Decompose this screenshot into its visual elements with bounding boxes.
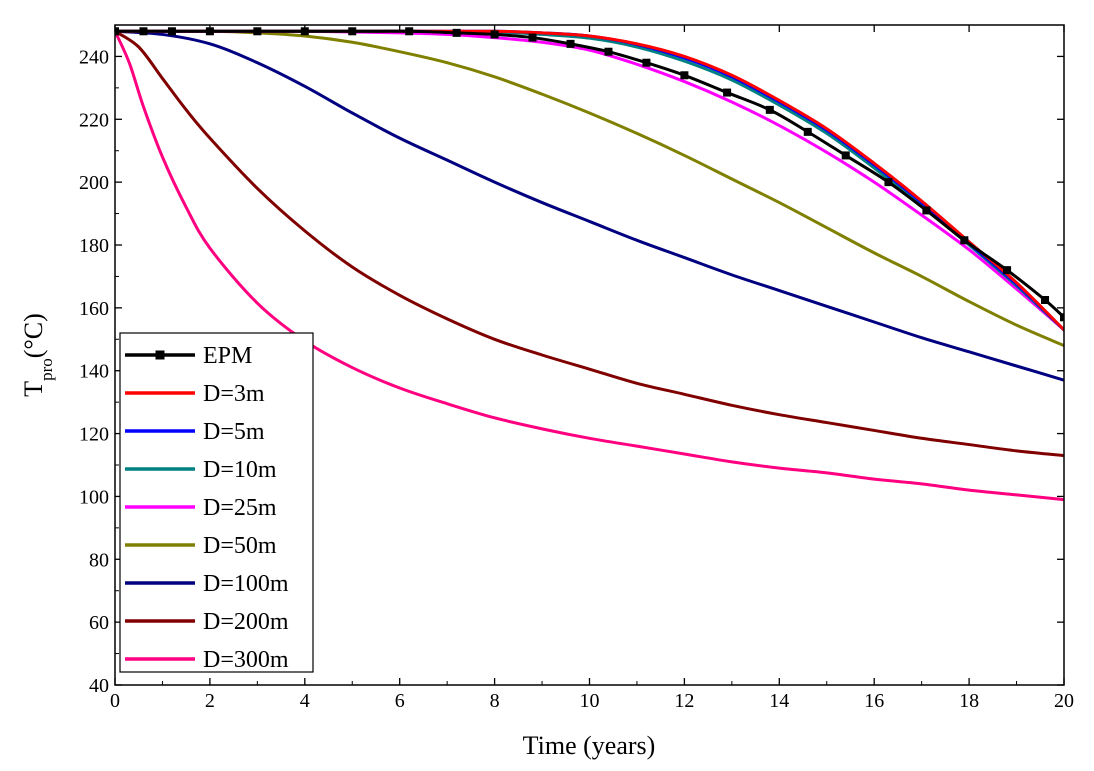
legend-label-d-300m: D=300m [203,647,289,673]
x-tick-label: 10 [580,690,600,712]
series-point-epm [803,127,812,136]
legend-box [119,332,314,673]
series-point-epm [348,27,357,36]
series-point-epm [765,105,774,114]
x-tick-label: 6 [395,690,405,712]
x-tick-label: 2 [205,690,215,712]
series-line-d-100m [115,29,1064,382]
series-point-epm [922,206,931,215]
x-tick-label: 12 [674,690,694,712]
series-line-d-300m [115,29,1064,502]
x-tick-label: 18 [959,690,979,712]
x-tick-label: 0 [110,690,120,712]
series-point-epm [1060,313,1064,322]
x-axis-title: Time (years) [523,731,656,760]
series-point-epm [642,58,651,67]
series-point-epm [723,88,732,97]
legend-label-d-25m: D=25m [203,495,277,521]
y-tick-label: 240 [79,46,109,68]
legend: EPM D=3m D=5m D=10m D=25m D=50m D=100m D=200m D=… [119,332,314,673]
y-tick-label: 100 [79,486,109,508]
y-tick-label: 180 [79,235,109,257]
series-point-epm [528,33,537,42]
series-point-epm [452,28,461,37]
x-tick-label: 16 [864,690,884,712]
axis-layer: 0 2 4 6 8 10 12 14 16 18 20 40 60 80 100 120 140 160 180 20… [79,25,1074,712]
series-point-epm [167,27,176,36]
y-tick-label: 200 [79,172,109,194]
legend-label-d-10m: D=10m [203,457,277,483]
series-point-epm [1003,266,1012,275]
series-point-epm [115,27,119,36]
y-tick-label: 120 [79,424,109,446]
series-line-d-200m [115,29,1064,458]
series-line-d-50m [115,29,1064,348]
legend-label-d-3m: D=3m [203,381,265,407]
series-point-epm [490,30,499,39]
legend-label-d-50m: D=50m [203,533,277,559]
series-point-epm [884,178,893,187]
legend-marker-epm [155,350,165,360]
x-tick-label: 4 [300,690,310,712]
series-point-epm [566,39,575,48]
y-axis-title-main: T [19,381,48,397]
y-tick-label: 220 [79,109,109,131]
series-point-epm [841,151,850,160]
legend-label-epm: EPM [203,343,252,369]
series-point-epm [139,27,148,36]
legend-label-d-5m: D=5m [203,419,265,445]
series-point-epm [680,71,689,80]
series-point-epm [604,47,613,56]
y-tick-label: 40 [89,675,109,697]
y-tick-label: 160 [79,298,109,320]
x-tick-label: 14 [769,690,789,712]
x-tick-label: 20 [1054,690,1074,712]
y-tick-label: 60 [89,612,109,634]
y-tick-label: 140 [79,361,109,383]
x-tick-label: 8 [490,690,500,712]
series-point-epm [253,27,262,36]
y-axis-title: Tpro(°C) [19,313,56,397]
legend-label-d-200m: D=200m [203,609,289,635]
y-tick-label: 80 [89,549,109,571]
series-point-epm [405,27,414,36]
y-axis-title-sub: pro [37,358,56,381]
series-point-epm [1041,296,1050,304]
plot-area-frame [114,24,1065,686]
y-axis-title-unit: (°C) [19,313,48,358]
series-point-epm [960,236,969,245]
series-layer [115,27,1064,502]
legend-label-d-100m: D=100m [203,571,289,597]
